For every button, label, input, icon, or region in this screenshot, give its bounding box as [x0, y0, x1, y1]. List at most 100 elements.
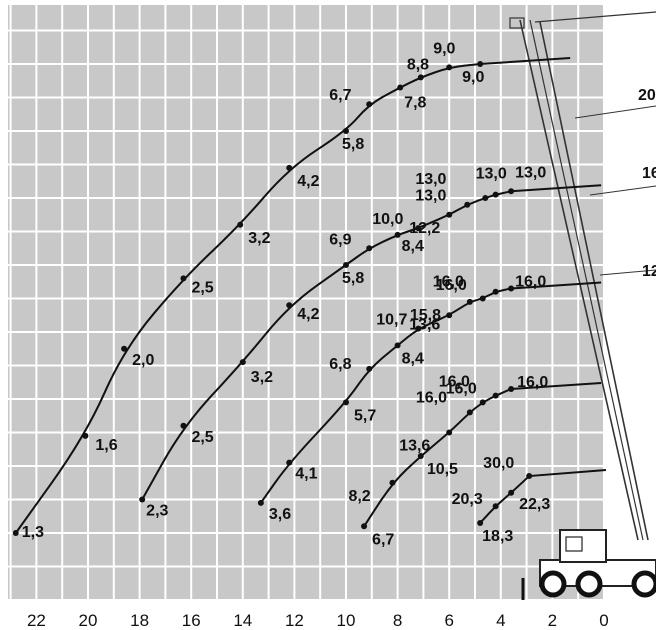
- vehicle-wheel: [539, 570, 567, 598]
- load-label: 4,2: [297, 306, 319, 323]
- load-label: 8,4: [402, 238, 424, 255]
- x-axis-ticks: 22 20 18 16 14 12 10 8 6 4 2 0: [27, 611, 609, 630]
- load-point: [492, 191, 499, 198]
- load-point: [343, 262, 349, 268]
- load-label: 8,8: [407, 56, 429, 73]
- boom-length-labels: 20 16 12: [638, 87, 656, 280]
- load-point: [180, 275, 187, 282]
- load-label: 16,0: [436, 277, 467, 294]
- crane-vehicle-icon: [521, 529, 656, 600]
- boom-cable: [534, 11, 656, 23]
- boom-length-label: 20: [638, 87, 656, 104]
- load-label: 10,7: [376, 312, 407, 329]
- load-point: [343, 128, 349, 134]
- load-label: 6,9: [329, 231, 351, 248]
- load-point: [477, 61, 484, 67]
- load-point: [139, 496, 146, 503]
- load-point: [343, 399, 349, 406]
- load-point: [394, 231, 401, 238]
- load-label: 6,7: [329, 87, 351, 104]
- load-label: 22,3: [519, 496, 550, 513]
- load-label: 16,0: [446, 381, 477, 398]
- boom-rail: [519, 19, 639, 541]
- load-label: 13,0: [415, 188, 446, 205]
- load-label: 1,6: [95, 437, 117, 454]
- load-label: 7,8: [404, 94, 426, 111]
- vehicle-cab: [559, 529, 607, 563]
- load-point: [464, 201, 471, 208]
- boom-section-line: [589, 185, 656, 196]
- load-label: 5,7: [354, 407, 376, 424]
- load-label: 13,0: [415, 171, 446, 188]
- boom-rail: [539, 21, 649, 541]
- vehicle-wheel: [575, 570, 603, 598]
- x-tick-label: 6: [444, 611, 453, 630]
- load-point: [477, 519, 484, 526]
- load-point: [479, 295, 486, 302]
- load-label: 30,0: [483, 455, 514, 472]
- load-point: [466, 298, 473, 305]
- load-point: [446, 64, 453, 71]
- load-label: 16,0: [433, 274, 464, 291]
- x-tick-label: 10: [337, 611, 356, 630]
- load-label: 16,0: [439, 373, 470, 390]
- load-point: [492, 392, 499, 399]
- load-point: [479, 399, 486, 406]
- load-curve-1: [14, 57, 571, 534]
- load-label: 8,4: [402, 350, 424, 367]
- load-labels: 1,31,62,02,53,24,25,86,7 7,88,89,09,02,32…: [22, 40, 551, 548]
- load-label: 9,0: [433, 40, 455, 57]
- load-point: [286, 459, 293, 466]
- load-point: [492, 503, 499, 510]
- load-curve-4: [363, 381, 602, 527]
- load-point: [397, 84, 404, 91]
- load-point: [508, 385, 515, 392]
- boom-tip: [509, 17, 525, 29]
- load-label: 4,1: [295, 466, 317, 483]
- load-label: 20,3: [452, 491, 483, 508]
- load-point: [121, 345, 128, 352]
- load-label: 2,0: [132, 352, 154, 369]
- load-label: 3,2: [251, 369, 273, 386]
- load-point: [417, 74, 424, 81]
- vehicle-window: [565, 536, 583, 552]
- load-label: 8,2: [348, 488, 370, 505]
- load-label: 1,3: [22, 524, 44, 541]
- load-label: 3,6: [269, 506, 291, 523]
- load-point: [415, 325, 422, 332]
- load-point: [12, 530, 19, 536]
- load-point: [446, 429, 453, 436]
- boom-length-label: 12: [642, 263, 656, 280]
- load-label: 16,0: [517, 374, 548, 391]
- load-label: 6,8: [329, 356, 351, 373]
- grid-area: [8, 5, 604, 600]
- load-point: [366, 365, 373, 372]
- load-point: [526, 473, 533, 480]
- load-label: 15,8: [410, 307, 441, 324]
- load-point: [508, 285, 515, 292]
- load-label: 16,0: [515, 273, 546, 290]
- load-label: 4,2: [297, 173, 319, 190]
- load-label: 10,0: [372, 211, 403, 228]
- load-label: 3,2: [248, 230, 270, 247]
- boom-length-label: 16: [642, 165, 656, 182]
- load-point: [82, 432, 89, 439]
- load-label: 9,0: [462, 69, 484, 86]
- load-point: [508, 188, 515, 195]
- load-curve-2: [141, 184, 602, 500]
- load-label: 13,6: [409, 316, 440, 333]
- x-tick-label: 22: [27, 611, 46, 630]
- load-point: [239, 359, 246, 366]
- load-point: [492, 288, 499, 295]
- x-tick-label: 16: [182, 611, 201, 630]
- load-point: [180, 422, 187, 429]
- load-label: 2,3: [146, 503, 168, 520]
- x-tick-label: 14: [233, 611, 252, 630]
- load-label: 6,7: [372, 531, 394, 548]
- load-points: [12, 61, 533, 536]
- load-label: 12,2: [409, 220, 440, 237]
- load-point: [257, 499, 264, 506]
- load-point: [394, 342, 401, 349]
- load-point: [446, 312, 453, 319]
